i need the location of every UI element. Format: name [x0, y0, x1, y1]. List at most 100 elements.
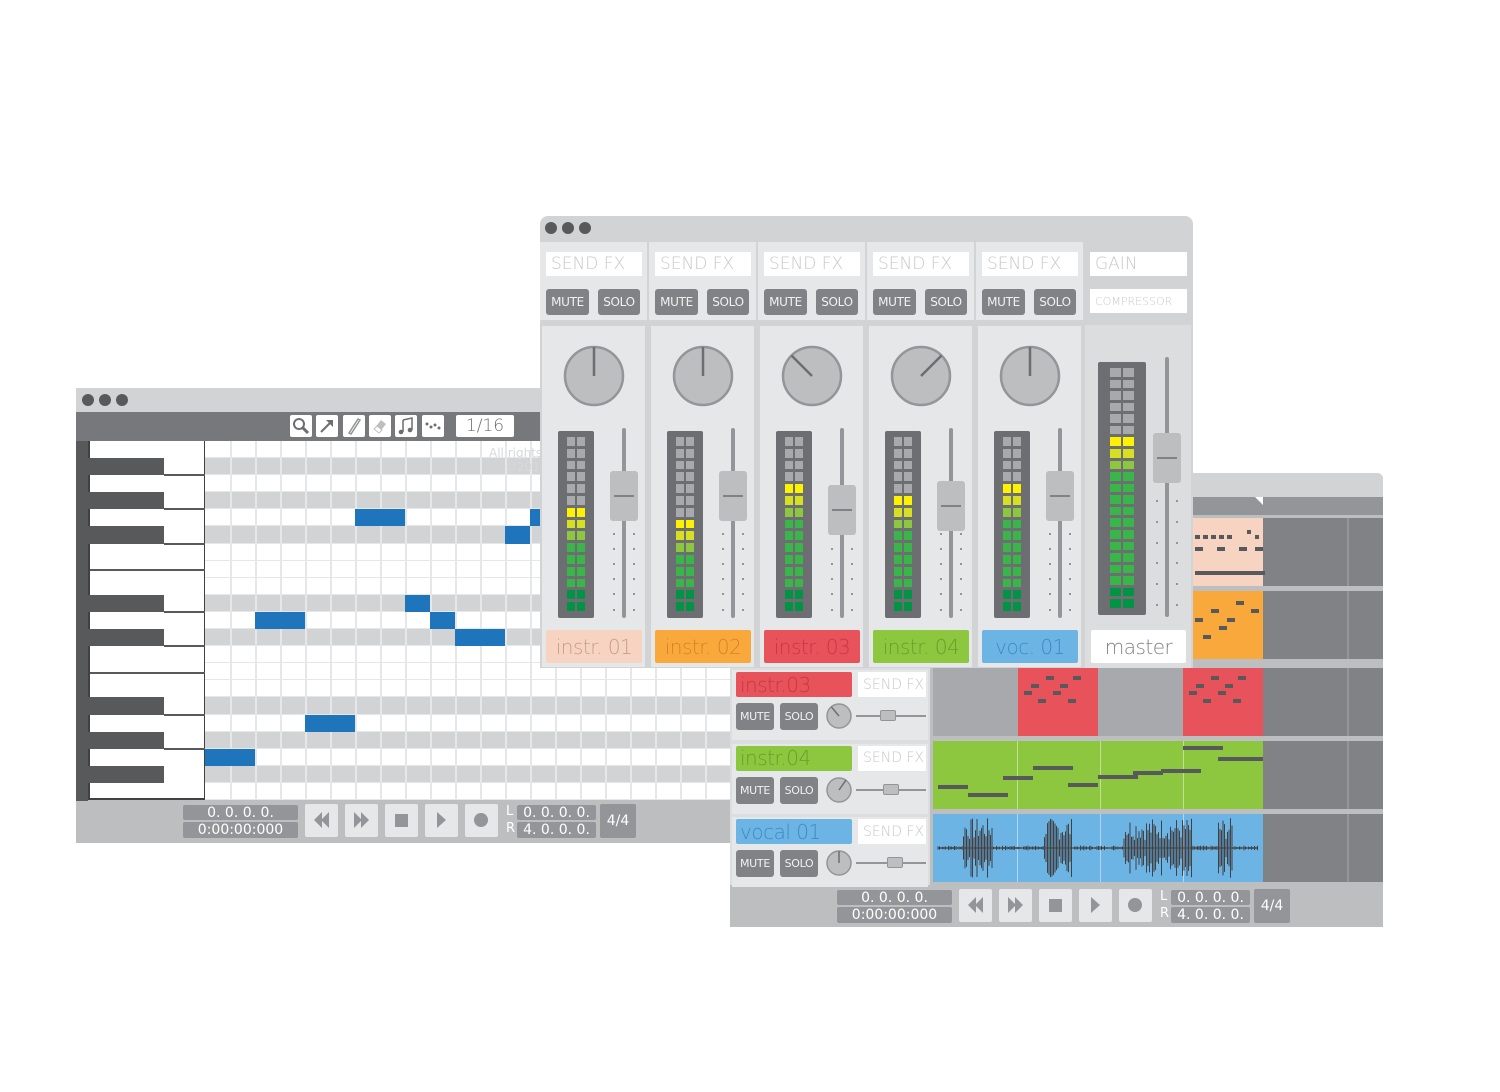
volume-fader[interactable]: [718, 428, 748, 618]
midi-clip[interactable]: [1193, 518, 1263, 586]
stop-button[interactable]: [385, 804, 418, 837]
rewind-button[interactable]: [305, 804, 338, 837]
mute-button[interactable]: MUTE: [736, 776, 774, 804]
time-signature[interactable]: 4/4: [1254, 889, 1290, 923]
send-fx-field[interactable]: SEND FX: [858, 672, 926, 697]
volume-fader[interactable]: [827, 428, 857, 618]
volume-slider[interactable]: [856, 854, 926, 872]
master-fader[interactable]: [1152, 357, 1182, 617]
slider-handle[interactable]: [883, 783, 899, 795]
send-fx-field[interactable]: SEND FX: [546, 252, 642, 276]
stop-button[interactable]: [1039, 889, 1072, 922]
zoom-tool-button[interactable]: [290, 415, 312, 437]
black-key[interactable]: [88, 492, 164, 510]
maximize-icon[interactable]: [579, 222, 591, 234]
black-key[interactable]: [88, 629, 164, 647]
midi-note[interactable]: [205, 748, 255, 766]
midi-note[interactable]: [355, 509, 405, 527]
slider-handle[interactable]: [879, 710, 896, 721]
close-icon[interactable]: [82, 394, 94, 406]
send-fx-field[interactable]: SEND FX: [655, 252, 751, 276]
midi-clip[interactable]: [1193, 591, 1263, 659]
send-fx-field[interactable]: SEND FX: [873, 252, 969, 276]
black-key[interactable]: [88, 526, 164, 544]
loop-start-display[interactable]: 0. 0. 0. 0.: [517, 805, 596, 821]
solo-button[interactable]: SOLO: [816, 289, 858, 315]
track-name-label[interactable]: vocal 01: [736, 819, 852, 844]
volume-fader[interactable]: [936, 428, 966, 618]
midi-clip[interactable]: [1183, 668, 1263, 736]
playhead-marker[interactable]: [1255, 497, 1263, 505]
midi-note[interactable]: [505, 526, 530, 544]
fader-handle[interactable]: [828, 484, 856, 535]
fader-handle[interactable]: [719, 471, 747, 522]
solo-button[interactable]: SOLO: [780, 850, 818, 877]
mute-button[interactable]: MUTE: [982, 289, 1025, 315]
midi-note[interactable]: [430, 611, 455, 630]
solo-button[interactable]: SOLO: [1034, 289, 1076, 315]
scatter-tool-button[interactable]: [421, 415, 444, 437]
mute-button[interactable]: MUTE: [655, 289, 698, 315]
mute-button[interactable]: MUTE: [736, 703, 774, 730]
record-button[interactable]: [465, 804, 498, 837]
eraser-tool-button[interactable]: [368, 415, 391, 437]
compressor-field[interactable]: COMPRESSOR: [1090, 289, 1187, 313]
mute-button[interactable]: MUTE: [546, 289, 589, 315]
midi-note[interactable]: [455, 629, 505, 647]
mute-button[interactable]: MUTE: [736, 850, 774, 877]
mute-button[interactable]: MUTE: [764, 289, 807, 315]
quantize-select[interactable]: 1/16: [456, 415, 514, 437]
play-button[interactable]: [1079, 889, 1112, 922]
fast-forward-button[interactable]: [999, 889, 1032, 922]
fader-handle[interactable]: [1153, 433, 1181, 484]
minimize-icon[interactable]: [562, 222, 574, 234]
play-button[interactable]: [425, 804, 458, 837]
send-fx-field[interactable]: SEND FX: [982, 252, 1078, 276]
white-key-divider: [164, 747, 206, 750]
loop-end-display[interactable]: 4. 0. 0. 0.: [517, 822, 596, 838]
solo-button[interactable]: SOLO: [707, 289, 749, 315]
send-fx-field[interactable]: SEND FX: [764, 252, 860, 276]
volume-slider[interactable]: [856, 781, 926, 799]
gain-field[interactable]: GAIN: [1090, 252, 1187, 276]
minimize-icon[interactable]: [99, 394, 111, 406]
track-name-label[interactable]: instr.03: [736, 672, 852, 697]
piano-keyboard[interactable]: [88, 441, 206, 800]
solo-button[interactable]: SOLO: [780, 776, 818, 804]
solo-button[interactable]: SOLO: [598, 289, 640, 315]
black-key[interactable]: [88, 697, 164, 715]
send-fx-field[interactable]: SEND FX: [858, 745, 926, 771]
black-key[interactable]: [88, 458, 164, 476]
close-icon[interactable]: [545, 222, 557, 234]
fader-handle[interactable]: [937, 480, 965, 531]
record-button[interactable]: [1119, 889, 1152, 922]
track-name-label[interactable]: instr.04: [736, 745, 852, 771]
arrow-tool-button[interactable]: [316, 415, 339, 437]
time-signature[interactable]: 4/4: [600, 804, 636, 838]
solo-button[interactable]: SOLO: [780, 703, 818, 730]
midi-clip[interactable]: [1018, 668, 1098, 736]
midi-note[interactable]: [255, 611, 305, 630]
note-tool-button[interactable]: [395, 415, 418, 437]
title-bar[interactable]: [540, 216, 1193, 241]
volume-slider[interactable]: [856, 707, 926, 725]
fast-forward-button[interactable]: [345, 804, 378, 837]
mute-button[interactable]: MUTE: [873, 289, 916, 315]
maximize-icon[interactable]: [116, 394, 128, 406]
volume-fader[interactable]: [1045, 428, 1075, 618]
pencil-tool-button[interactable]: [342, 415, 365, 437]
volume-fader[interactable]: [609, 428, 639, 618]
black-key[interactable]: [88, 594, 164, 612]
black-key[interactable]: [88, 765, 164, 783]
midi-note[interactable]: [405, 594, 430, 612]
solo-button[interactable]: SOLO: [925, 289, 967, 315]
loop-start-display[interactable]: 0. 0. 0. 0.: [1171, 890, 1250, 906]
black-key[interactable]: [88, 731, 164, 749]
loop-end-display[interactable]: 4. 0. 0. 0.: [1171, 907, 1250, 923]
send-fx-field[interactable]: SEND FX: [858, 819, 926, 844]
rewind-button[interactable]: [959, 889, 992, 922]
midi-note[interactable]: [305, 714, 355, 732]
fader-handle[interactable]: [1046, 471, 1074, 522]
fader-handle[interactable]: [610, 471, 638, 522]
slider-handle[interactable]: [886, 857, 903, 868]
